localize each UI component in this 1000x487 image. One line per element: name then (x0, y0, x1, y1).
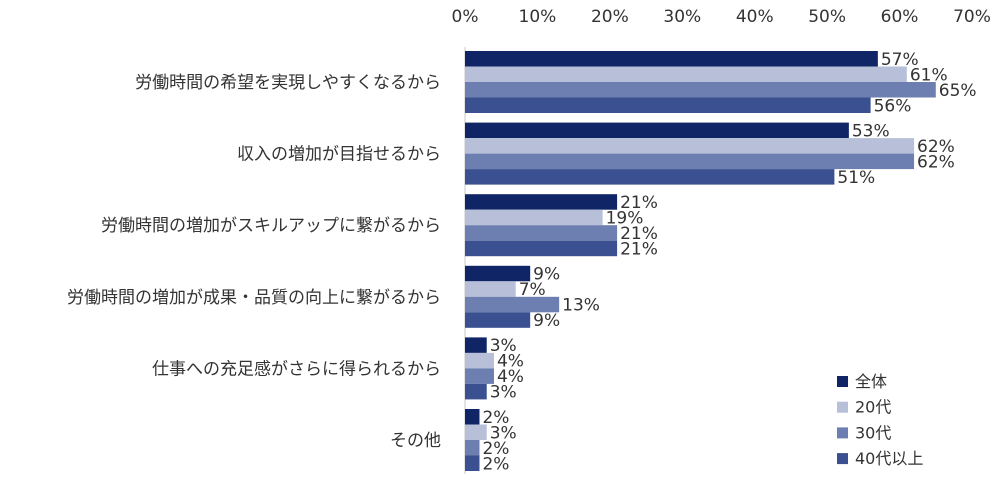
legend-swatch (837, 453, 848, 465)
bar (465, 368, 494, 384)
x-tick-label: 50% (808, 7, 846, 27)
bar (465, 409, 480, 425)
bar (465, 337, 487, 353)
data-label: 19% (606, 208, 644, 228)
bar (465, 194, 618, 210)
data-label: 2% (482, 439, 509, 459)
bar (465, 153, 915, 170)
bar (465, 352, 494, 369)
category-label: 労働時間の増加がスキルアップに繋がるから (101, 216, 441, 236)
data-label: 2% (482, 454, 509, 474)
bar (465, 455, 480, 471)
x-tick-label: 20% (591, 7, 629, 27)
data-label: 3% (490, 336, 517, 356)
legend-label: 30代 (855, 423, 891, 442)
bar (465, 138, 915, 154)
data-label: 3% (490, 383, 517, 403)
category-label: 労働時間の増加が成果・品質の向上に繋がるから (67, 288, 441, 308)
data-label: 2% (482, 408, 509, 428)
data-label: 62% (917, 137, 955, 157)
bar (465, 265, 531, 282)
bar (465, 296, 560, 313)
data-label: 61% (910, 65, 948, 85)
legend-label: 40代以上 (855, 449, 923, 468)
bar (465, 97, 871, 113)
bar (465, 312, 531, 328)
legend-swatch (837, 427, 848, 439)
x-tick-label: 10% (519, 7, 557, 27)
bar (465, 281, 516, 297)
bar (465, 424, 487, 440)
data-label: 21% (620, 193, 658, 213)
bar (465, 225, 618, 241)
data-label: 53% (852, 121, 890, 141)
bar (465, 122, 849, 139)
x-tick-label: 40% (736, 7, 774, 27)
data-label: 4% (497, 367, 524, 387)
data-labels: 57%61%65%56%53%62%62%51%21%19%21%21%9%7%… (482, 50, 976, 475)
data-label: 4% (497, 352, 524, 372)
data-label: 13% (562, 296, 600, 316)
x-tick-label: 60% (881, 7, 919, 27)
category-label: 仕事への充足感がさらに得られるから (152, 359, 441, 379)
bar (465, 66, 907, 82)
data-label: 21% (620, 239, 658, 259)
x-tick-label: 0% (452, 7, 479, 27)
legend-label: 20代 (855, 398, 891, 417)
x-tick-label: 70% (953, 7, 991, 27)
category-label: その他 (390, 431, 441, 451)
legend-swatch (837, 376, 848, 387)
bar (465, 82, 936, 98)
bar (465, 440, 480, 456)
bar (465, 240, 618, 257)
data-label: 9% (533, 311, 560, 331)
data-label: 9% (533, 265, 560, 285)
data-label: 56% (874, 96, 912, 116)
data-label: 62% (917, 152, 955, 172)
category-labels: 労働時間の希望を実現しやすくなるから収入の増加が目指せるから労働時間の増加がスキ… (67, 73, 441, 451)
data-label: 65% (939, 81, 977, 101)
legend: 全体 20代 30代 40代以上 (837, 372, 923, 468)
data-label: 7% (519, 280, 546, 300)
data-label: 51% (837, 168, 875, 188)
data-label: 3% (490, 423, 517, 443)
category-label: 収入の増加が目指せるから (237, 145, 441, 165)
category-label: 労働時間の希望を実現しやすくなるから (135, 73, 441, 93)
data-label: 57% (881, 50, 919, 70)
data-label: 21% (620, 224, 658, 244)
x-axis-ticks: 0% 10% 20% 30% 40% 50% 60% 70% (452, 7, 991, 27)
bars (465, 51, 936, 471)
bar (465, 383, 487, 400)
legend-swatch (837, 401, 848, 413)
legend-label: 全体 (855, 372, 887, 391)
bar (465, 209, 603, 226)
x-tick-label: 30% (663, 7, 701, 27)
bar (465, 51, 878, 67)
bar (465, 169, 835, 185)
